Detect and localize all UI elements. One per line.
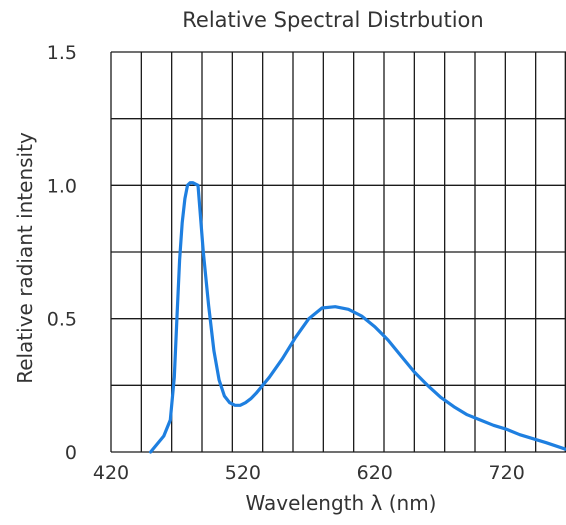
x-axis-label: Wavelength λ (nm) — [246, 491, 437, 515]
y-axis-label: Relative radiant intensity — [13, 132, 37, 384]
series-layer — [149, 181, 566, 454]
y-tick-labels: 0 0.5 1.0 1.5 — [47, 42, 77, 464]
x-tick-label-420: 420 — [93, 462, 129, 484]
y-tick-label-0.5: 0.5 — [47, 309, 77, 331]
series-line-0 — [149, 181, 566, 454]
x-tick-label-620: 620 — [357, 462, 393, 484]
chart-title: Relative Spectral Distrbution — [182, 8, 483, 32]
x-tick-labels: 420 520 620 720 — [93, 462, 525, 484]
x-tick-label-520: 520 — [225, 462, 261, 484]
x-tick-label-720: 720 — [489, 462, 525, 484]
y-tick-label-0: 0 — [65, 442, 77, 464]
y-tick-label-1.5: 1.5 — [47, 42, 77, 64]
grid — [110, 51, 566, 453]
y-tick-label-1.0: 1.0 — [47, 175, 77, 197]
